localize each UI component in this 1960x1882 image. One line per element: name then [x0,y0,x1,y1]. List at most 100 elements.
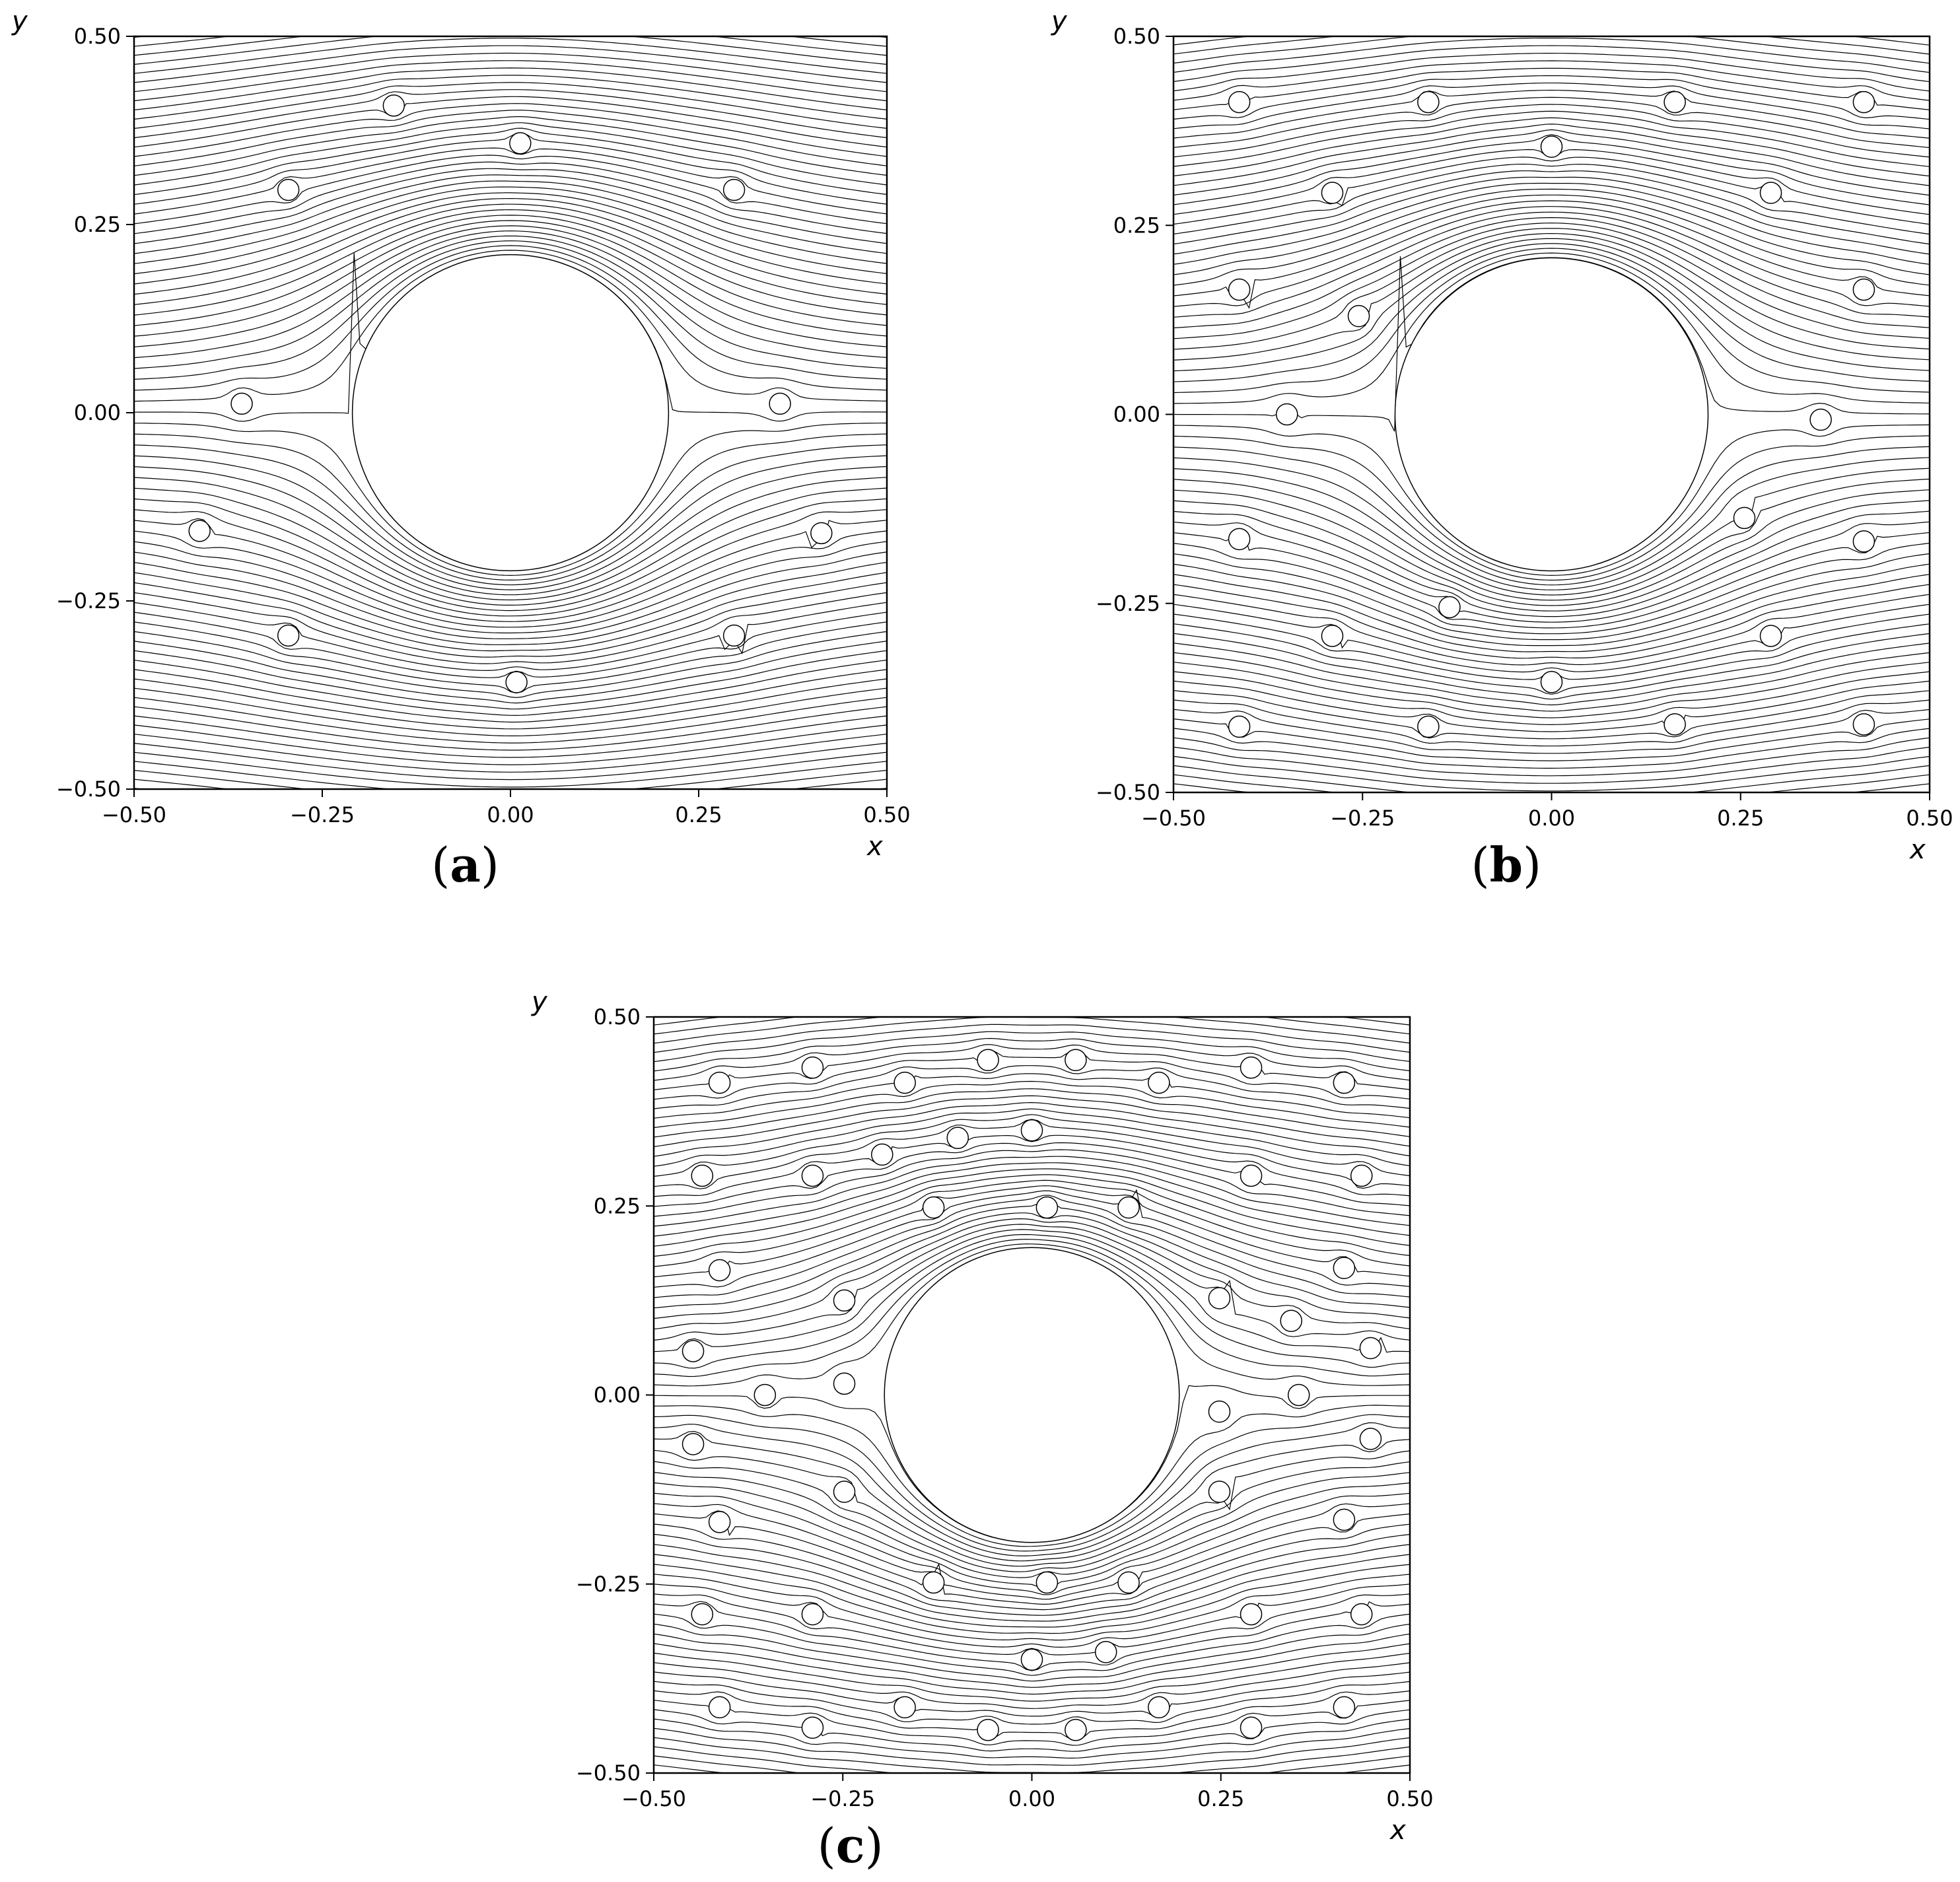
streamline [654,1461,1410,1572]
x-tick-label: 0.50 [1906,806,1953,831]
streamline [134,45,887,83]
streamline [654,1492,1410,1595]
streamline [654,1405,1410,1547]
streamline [134,669,887,723]
particle-marker [1020,1648,1043,1671]
streamline [654,1671,1410,1718]
particle-marker [382,94,405,117]
streamline [1173,134,1930,205]
streamline [654,1195,1410,1298]
streamline [134,235,887,369]
streamline [1173,0,1930,27]
y-tick-label: 0.25 [594,1193,641,1218]
streamline [1173,232,1930,361]
streamline [1173,510,1930,617]
streamline [654,1472,1410,1578]
streamline [654,1156,1410,1227]
streamline [654,1239,1410,1377]
streamline [134,518,887,622]
streamline [654,1037,1410,1081]
x-tick-label: −0.50 [1141,806,1206,831]
streamline [654,1643,1410,1695]
streamline [134,751,887,788]
streamline [1173,613,1930,680]
streamline [134,132,887,205]
streamline [1173,737,1930,777]
particle-marker [1663,90,1686,114]
streamline [134,706,887,751]
streamline [654,1652,1410,1702]
streamline [1173,643,1930,706]
streamline [654,1017,1410,1044]
panel-label: (b) [1471,837,1542,893]
streamline [1173,594,1930,666]
particle-marker [188,520,211,542]
particle-marker [1350,1603,1373,1626]
streamline [134,530,887,628]
streamline [134,209,887,316]
streamline [1173,728,1930,769]
x-tick-label: −0.50 [621,1786,686,1811]
y-tick-label: 0.00 [1113,402,1160,427]
streamline [134,52,887,92]
particle-marker [1321,625,1344,647]
particle-marker [1852,713,1875,736]
streamline [654,1142,1410,1207]
streamline [654,1044,1410,1090]
streamline [654,1031,1410,1072]
streamline [134,697,887,744]
streamline [1173,83,1930,129]
streamline [654,1623,1410,1682]
particle-marker [1208,1400,1231,1423]
streamline [134,250,887,402]
streamline [654,1709,1410,1752]
streamline [1173,188,1930,275]
particle-marker [277,178,300,201]
particle-marker [1350,1164,1373,1187]
streamline [1173,252,1930,404]
particle-marker [1733,506,1756,530]
particle-marker [1240,1164,1263,1187]
streamline-field [654,1017,1410,1773]
streamline [1173,228,1930,350]
particle-marker [509,132,532,155]
streamline [654,1633,1410,1688]
streamline [1173,584,1930,659]
particle-marker [708,1259,731,1282]
streamline [134,230,887,359]
streamline [1173,489,1930,606]
streamline [1173,117,1930,177]
panel-a: −0.50 −0.25 0.00 0.25 0.50 −0.50 −0.25 0.00 0.25… [11,6,911,893]
streamline [654,1243,1410,1387]
streamline [1173,633,1930,700]
streamline [654,1080,1410,1129]
panel-b: −0.50 −0.25 0.00 0.25 0.50 −0.50 −0.25 0.00 0.25… [1051,0,1953,893]
particle-marker [1333,1257,1356,1279]
streamline [1173,746,1930,784]
streamline [654,1430,1410,1562]
particle-marker [1275,403,1298,426]
streamline [654,1218,1410,1330]
streamline [134,215,887,326]
particle-marker [708,1071,731,1094]
y-tick-label: −0.25 [56,588,121,613]
particle-marker [1333,1696,1356,1719]
particle-marker [1321,182,1344,204]
streamline [134,67,887,111]
particle-marker [505,671,528,693]
streamline [1173,89,1930,139]
y-axis-label: y [1051,6,1068,36]
streamline [654,1700,1410,1746]
streamline [1173,563,1930,646]
streamline [134,592,887,664]
streamline [1173,243,1930,382]
streamline [134,572,887,652]
streamline [1173,623,1930,695]
streamline [654,1449,1410,1567]
streamline [654,1718,1410,1759]
y-tick-label: 0.00 [74,400,121,425]
streamline [654,1189,1410,1288]
particle-marker [1208,1287,1231,1309]
streamline [654,1114,1410,1177]
streamline [134,562,887,645]
